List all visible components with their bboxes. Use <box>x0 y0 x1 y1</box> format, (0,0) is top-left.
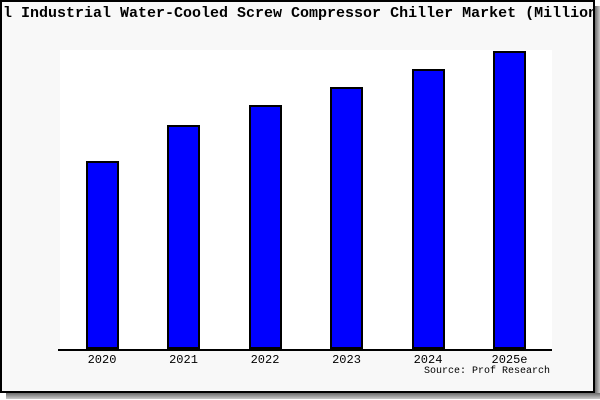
x-axis-line <box>58 349 552 351</box>
bar-2022 <box>248 105 282 349</box>
bar-2021 <box>167 125 200 349</box>
x-axis-label-2022: 2022 <box>250 353 280 367</box>
x-axis-label-2024: 2024 <box>413 353 443 367</box>
chart-frame: l Industrial Water-Cooled Screw Compress… <box>0 0 595 393</box>
bar-2025e <box>493 51 526 349</box>
frame-shadow-bottom <box>6 393 600 399</box>
source-credit: Source: Prof Research <box>423 366 550 377</box>
bar-2023 <box>330 87 363 349</box>
bar-2020 <box>85 161 119 349</box>
x-axis-label-2021: 2021 <box>169 353 198 367</box>
x-axis-label-2023: 2023 <box>332 353 361 367</box>
plot-area <box>60 50 552 349</box>
chart-title: l Industrial Water-Cooled Screw Compress… <box>3 5 595 22</box>
bar-2024 <box>411 69 445 349</box>
frame-shadow-right <box>595 6 600 398</box>
x-axis-label-2020: 2020 <box>87 353 117 367</box>
x-axis-label-2025e: 2025e <box>491 353 528 367</box>
